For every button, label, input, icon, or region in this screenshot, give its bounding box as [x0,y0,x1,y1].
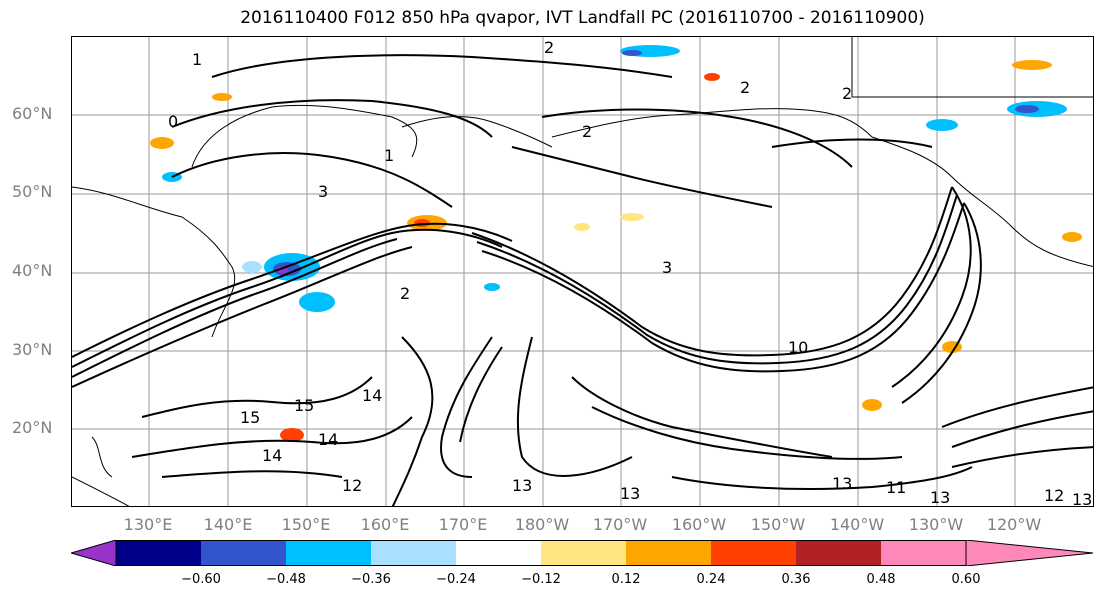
map-canvas: 1 2 2 2 2 0 1 3 3 2 15 15 14 14 14 12 13… [72,37,1093,507]
coastlines [72,37,1093,506]
lon-label-160e: 160°E [360,515,410,534]
colorbar-tick: −0.60 [181,572,221,587]
colorbar-segment [796,540,881,566]
lon-label-170w: 170°W [592,515,648,534]
lon-label-160w: 160°W [671,515,727,534]
contour-label: 13 [1072,490,1092,507]
lon-label-150w: 150°W [750,515,806,534]
contour-label: 2 [842,84,852,103]
contour-label: 15 [294,396,314,415]
colorbar-segment [626,540,711,566]
contour-label: 12 [342,476,362,495]
lat-label-60n: 60°N [12,104,53,123]
lon-label-130w: 130°W [908,515,964,534]
contour-label: 10 [788,338,808,357]
lon-label-140w: 140°W [829,515,885,534]
contour-label: 2 [582,122,592,141]
contour-label: 1 [192,50,202,69]
colorbar-segment [116,540,201,566]
plot-title: 2016110400 F012 850 hPa qvapor, IVT Land… [240,8,925,28]
lon-label-130e: 130°E [123,515,173,534]
lat-label-40n: 40°N [12,261,53,280]
qvapor-shading [150,45,1082,442]
colorbar-segment [286,540,371,566]
colorbar-tick: 0.36 [781,572,811,587]
lat-label-30n: 30°N [12,340,53,359]
colorbar-tick: −0.36 [351,572,391,587]
contour-label: 11 [886,478,906,497]
graticule [72,37,1093,506]
colorbar-tick: 0.12 [611,572,641,587]
contour-label: 3 [662,258,672,277]
colorbar-segment [456,540,541,566]
contour-label: 15 [240,408,260,427]
colorbar [71,540,1094,566]
contour-label: 2 [400,284,410,303]
ivt-contours [72,54,1093,506]
colorbar-tick: −0.48 [266,572,306,587]
contour-label: 14 [318,430,338,449]
colorbar-segment [371,540,456,566]
contour-label: 1 [384,146,394,165]
colorbar-segment [881,540,966,566]
colorbar-tick: 0.48 [866,572,896,587]
colorbar-segment [711,540,796,566]
contour-label: 14 [362,386,382,405]
colorbar-segment [201,540,286,566]
colorbar-tick: 0.60 [951,572,981,587]
contour-label: 2 [740,78,750,97]
contour-label: 13 [832,474,852,493]
contour-label: 12 [1044,486,1064,505]
lon-label-150e: 150°E [281,515,331,534]
contour-label: 13 [620,484,640,503]
colorbar-extend-low [71,540,117,566]
contour-label: 13 [930,488,950,507]
colorbar-tick: 0.24 [696,572,726,587]
lat-label-20n: 20°N [12,418,53,437]
colorbar-segment [541,540,626,566]
colorbar-tick: −0.24 [436,572,476,587]
map-panel: 1 2 2 2 2 0 1 3 3 2 15 15 14 14 14 12 13… [71,36,1094,507]
lon-label-180w: 180°W [514,515,570,534]
contour-label: 2 [544,38,554,57]
lat-label-50n: 50°N [12,182,53,201]
lon-label-140e: 140°E [203,515,253,534]
lon-label-120w: 120°W [986,515,1042,534]
contour-label: 3 [318,182,328,201]
colorbar-extend-high [965,540,1094,566]
contour-label: 0 [168,112,178,131]
contour-label: 14 [262,446,282,465]
colorbar-tick: −0.12 [521,572,561,587]
contour-labels: 1 2 2 2 2 0 1 3 3 2 15 15 14 14 14 12 13… [168,38,1092,507]
lon-label-170e: 170°E [438,515,488,534]
contour-label: 13 [512,476,532,495]
